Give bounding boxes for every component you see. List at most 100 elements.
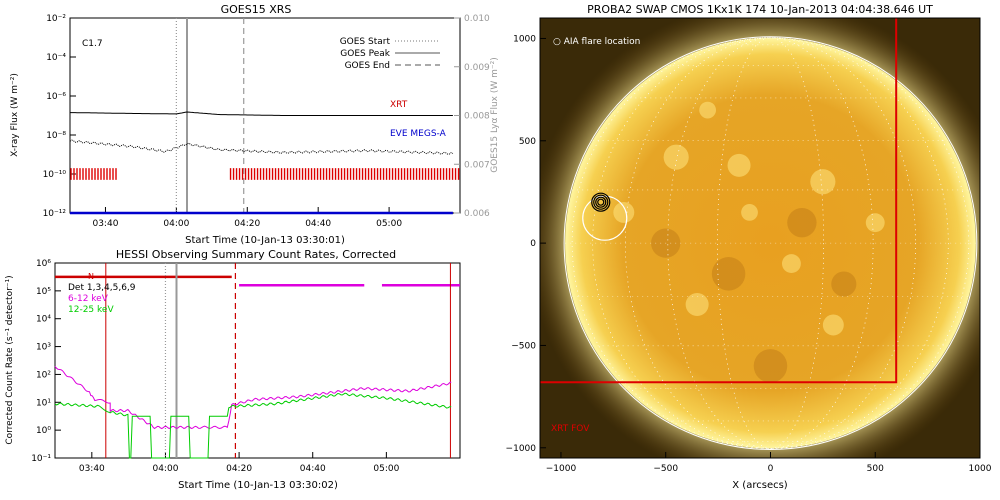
goes-ytick-label: 10⁻⁸ [46,131,66,141]
hessi-ytick-label: 10⁴ [36,315,51,325]
goes-ytick-label: 10⁻¹² [43,209,67,219]
goes-xtick-label: 04:00 [163,219,189,229]
swap-xtick-label: 1000 [969,464,992,474]
goes-series-goes-short [69,139,454,155]
swap-xtick-label: −1000 [546,464,577,474]
solar-active-regions [613,101,885,383]
hessi-xtick-label: 04:40 [300,464,326,474]
coronal-hole [711,257,746,291]
goes-xlabel: Start Time (10-Jan-13 03:30:01) [185,235,345,246]
swap-xtick-label: 500 [867,464,884,474]
swap-ytick-label: 0 [530,239,536,249]
hessi-ytick-label: 10² [36,370,51,380]
goes-title: GOES15 XRS [221,3,292,16]
heliographic-grid [565,37,976,449]
coronal-hole [831,271,857,297]
swap-ytick-label: 500 [519,137,536,147]
swap-xlabel: X (arcsecs) [732,480,788,491]
swap-xtick-label: 0 [768,464,774,474]
hessi-legend-6-12: 6-12 keV [68,294,109,304]
goes-y2tick-label: 0.007 [464,160,490,170]
goes-x-axis: 03:40 04:00 04:20 04:40 05:00 [92,207,402,229]
goes-xtick-label: 03:40 [92,219,118,229]
hessi-ytick-label: 10⁵ [36,287,51,297]
longitude-line [717,37,824,449]
hessi-status-bars [55,263,460,458]
goes-class-label: C1.7 [82,39,103,49]
goes-ylabel: X-ray Flux (W m⁻²) [10,73,20,157]
hessi-y-axis: 10⁻¹ 10⁰ 10¹ 10² 10³ 10⁴ 10⁵ 10⁶ [31,259,61,464]
goes-y2-axis: 0.006 0.007 0.008 0.009 0.010 [454,14,490,219]
coronal-hole [787,207,817,238]
hessi-title: HESSI Observing Summary Count Rates, Cor… [116,248,396,261]
hessi-ytick-label: 10⁰ [36,426,51,436]
eve-annotation: EVE MEGS-A [390,129,447,139]
hessi-ylabel: Corrected Count Rate (s⁻¹ detector⁻¹) [5,275,15,444]
xrt-fov-label: XRT FOV [551,424,590,434]
xrt-annotation: XRT [390,100,408,110]
goes-ytick-label: 10⁻⁶ [46,92,66,102]
hessi-ytick-label: 10⁻¹ [31,454,51,464]
goes-legend-start: GOES Start [340,37,391,47]
swap-ytick-label: −1000 [506,444,537,454]
swap-plot-frame [539,17,981,459]
hessi-markers [164,263,237,458]
hessi-series-6-12-kev [54,365,452,430]
hessi-legend-12-25: 12-25 keV [68,305,114,315]
active-region [685,292,709,317]
flare-contour [593,194,609,210]
swap-xtick-label: −500 [653,464,678,474]
hessi-x-axis: 03:40 04:00 04:20 04:40 05:00 [79,452,400,474]
xrt-fov-box [540,18,898,384]
active-region [613,201,635,223]
goes-y2tick-label: 0.006 [464,209,490,219]
goes-markers [175,18,245,213]
goes-xtick-label: 05:00 [376,219,402,229]
hessi-panel: HESSI Observing Summary Count Rates, Cor… [5,248,461,491]
goes-panel: GOES15 XRS 10⁻¹² 10⁻¹⁰ 10⁻⁸ 10⁻⁶ 10⁻⁴ 10⁻² 0.… [10,3,500,246]
longitude-line [571,37,970,449]
hessi-series-12-25-kev [54,392,452,459]
goes-ytick-label: 10⁻² [46,14,66,24]
active-region [741,204,758,221]
coronal-hole [753,349,788,383]
hessi-detectors-label: Det 1,3,4,5,6,9 [68,283,136,293]
hessi-ytick-label: 10¹ [36,398,51,408]
hessi-ytick-label: 10⁶ [36,259,51,269]
hessi-xtick-label: 04:00 [152,464,178,474]
goes-series-goes-long [70,111,453,116]
flare-contour [597,198,605,206]
goes-y2label: GOES15 Lyα Flux (W m⁻²) [490,57,500,173]
goes-xtick-label: 04:40 [305,219,331,229]
goes-xtick-label: 04:20 [234,219,260,229]
goes-legend-peak: GOES Peak [340,49,390,59]
goes-y2tick-label: 0.010 [464,14,490,24]
active-region [865,213,885,233]
active-region [727,153,751,177]
hessi-series [54,365,452,459]
goes-ytick-label: 10⁻⁴ [46,53,66,63]
solar-limb [563,36,978,450]
active-region [810,169,836,195]
hessi-xlabel: Start Time (10-Jan-13 03:30:02) [178,480,338,491]
hessi-xtick-label: 05:00 [373,464,399,474]
xrt-coverage-bars [70,168,460,180]
flare-contour [595,196,607,208]
swap-ytick-label: −500 [511,341,536,351]
goes-legend-end: GOES End [345,61,390,71]
active-region [822,314,844,336]
swap-panel: PROBA2 SWAP CMOS 1Kx1K 174 10-Jan-2013 0… [506,3,992,491]
swap-legend-label: ○ AIA flare location [553,37,640,47]
active-region [663,144,689,170]
hessi-plot-frame [54,262,461,459]
goes-ytick-label: 10⁻¹⁰ [43,170,67,180]
goes-y2tick-label: 0.009 [464,63,490,73]
swap-ytick-label: 1000 [513,34,536,44]
goes-legend: GOES Start GOES Peak GOES End [340,37,440,71]
active-region [782,254,801,274]
hessi-ytick-label: 10³ [36,343,51,353]
goes-y2tick-label: 0.008 [464,112,490,122]
goes-series [69,111,454,215]
active-region [699,101,716,119]
